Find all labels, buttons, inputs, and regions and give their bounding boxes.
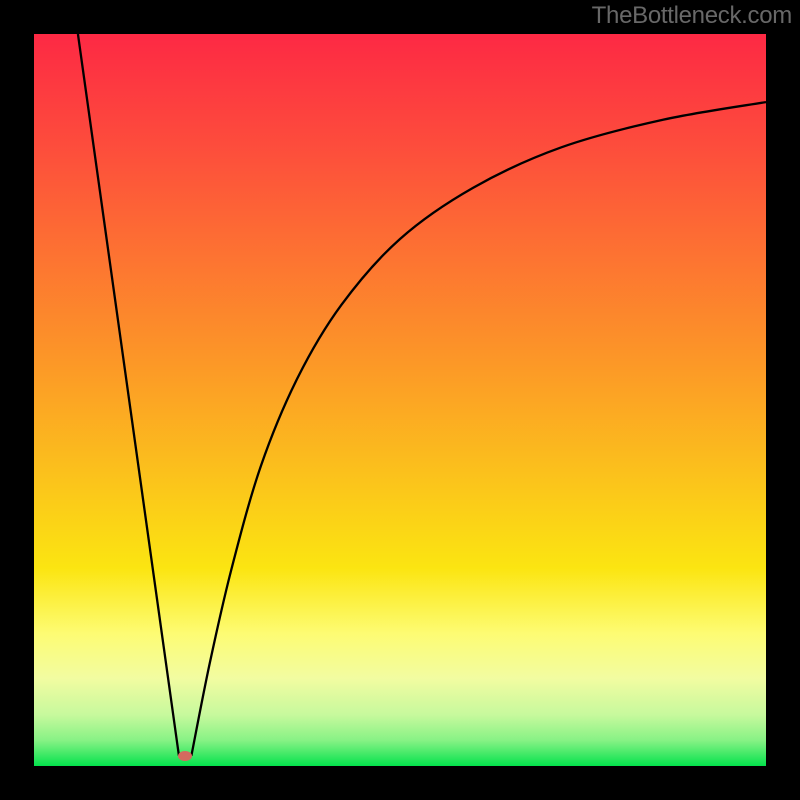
plot-area	[34, 34, 766, 766]
left-line-segment	[78, 34, 179, 756]
curve-layer	[34, 34, 766, 766]
chart-container: TheBottleneck.com	[0, 0, 800, 800]
minimum-marker-icon	[178, 751, 192, 761]
right-curve-segment	[191, 102, 766, 756]
watermark-text: TheBottleneck.com	[592, 2, 792, 30]
